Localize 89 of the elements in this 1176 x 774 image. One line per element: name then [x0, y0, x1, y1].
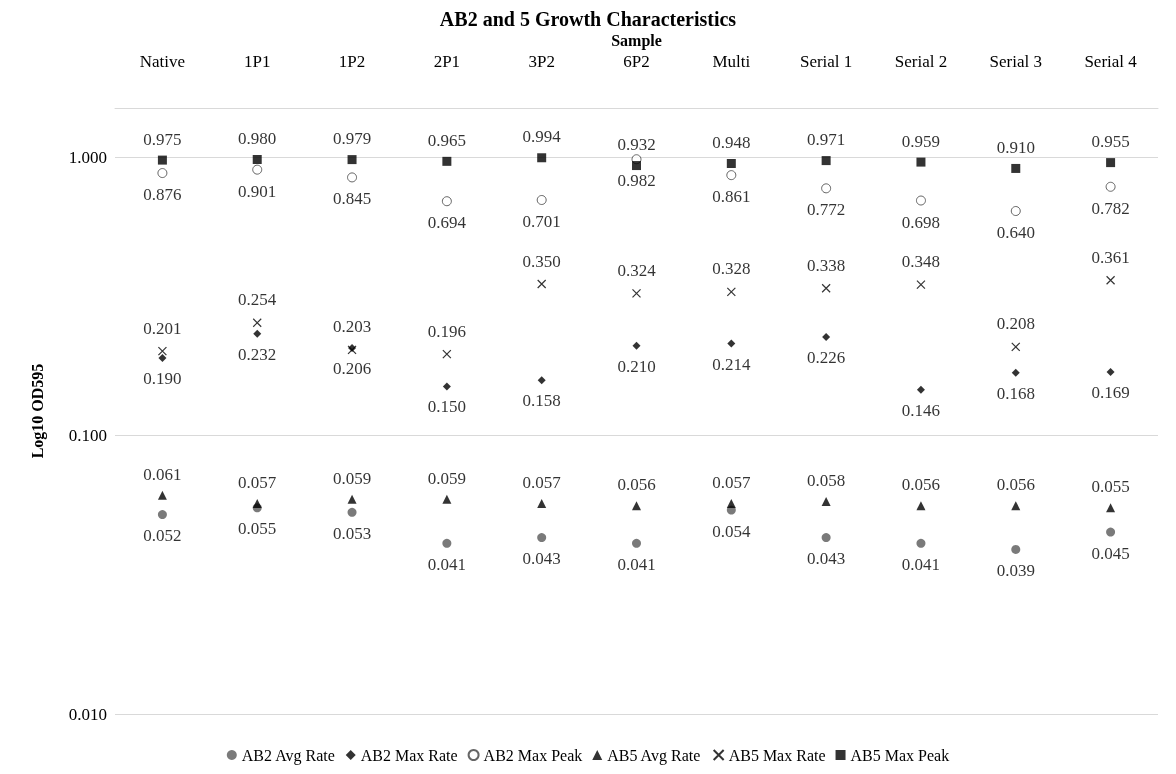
data-label: 0.041 [901, 554, 941, 574]
data-label: 0.901 [238, 181, 277, 201]
data-label: 0.190 [143, 368, 182, 388]
data-label: 0.338 [807, 255, 846, 275]
data-label: 0.055 [1091, 477, 1130, 497]
chart-title: AB2 and 5 Growth Characteristics [439, 8, 737, 30]
data-label: 0.876 [143, 185, 182, 205]
x-tick-label: Native [139, 52, 186, 71]
data-label: 0.324 [617, 260, 657, 280]
data-label: 0.058 [807, 470, 846, 490]
x-tick-label: 2P1 [433, 52, 461, 71]
data-label: 0.057 [238, 473, 277, 492]
data-label: 0.054 [712, 521, 751, 541]
data-label: 0.201 [143, 318, 182, 338]
x-tick-label: Multi [712, 52, 751, 71]
data-label: 0.055 [238, 519, 277, 539]
x-tick-label: 1P1 [243, 52, 271, 71]
data-label: 0.146 [901, 400, 941, 420]
data-label: 0.772 [807, 200, 846, 220]
data-label: 0.226 [807, 347, 846, 367]
legend-label: AB5 Avg Rate [607, 746, 701, 765]
data-label: 0.955 [1091, 132, 1130, 152]
x-tick-label: 6P2 [623, 52, 650, 71]
data-label: 0.203 [332, 317, 372, 337]
data-label: 0.782 [1091, 198, 1130, 218]
data-label: 0.041 [617, 554, 656, 574]
data-label: 0.052 [143, 526, 182, 546]
y-tick-label: 1.000 [68, 147, 107, 167]
legend-label: AB2 Max Peak [483, 746, 583, 764]
y-axis-title: Log10 OD595 [28, 363, 47, 459]
data-label: 0.845 [332, 189, 372, 209]
y-tick-label: 0.010 [68, 704, 107, 724]
data-label: 0.168 [996, 383, 1035, 403]
data-label: 0.694 [427, 213, 467, 233]
x-tick-label: Serial 3 [989, 52, 1042, 71]
data-label: 0.348 [901, 252, 941, 272]
data-label: 0.043 [807, 549, 846, 569]
data-label: 0.932 [617, 135, 656, 155]
data-label: 0.053 [332, 523, 372, 543]
data-label: 0.640 [996, 223, 1035, 243]
data-label: 0.057 [522, 473, 562, 492]
data-label: 0.056 [617, 475, 656, 495]
data-label: 0.039 [996, 560, 1035, 580]
data-label: 0.701 [522, 212, 561, 231]
data-label: 0.057 [712, 473, 751, 492]
x-tick-label: Serial 4 [1084, 52, 1138, 71]
data-label: 0.041 [427, 554, 466, 574]
legend-label: AB5 Max Rate [728, 746, 826, 764]
data-label: 0.158 [522, 391, 561, 411]
data-label: 0.328 [712, 259, 751, 279]
data-label: 0.150 [427, 397, 466, 417]
data-label: 0.254 [238, 290, 277, 310]
data-label: 0.056 [996, 475, 1035, 495]
x-tick-label: 3P2 [528, 52, 555, 71]
data-label: 0.975 [143, 129, 182, 149]
data-label: 0.210 [617, 356, 656, 376]
data-label: 0.214 [712, 354, 751, 374]
legend-label: AB2 Max Rate [360, 746, 458, 764]
data-label: 0.948 [712, 133, 751, 152]
data-label: 0.169 [1091, 383, 1130, 403]
x-tick-label: 1P2 [338, 52, 366, 71]
data-label: 0.910 [996, 137, 1035, 157]
data-label: 0.698 [901, 212, 941, 232]
data-label: 0.959 [901, 131, 941, 151]
data-label: 0.982 [617, 171, 656, 191]
data-label: 0.965 [427, 130, 466, 150]
data-label: 0.861 [712, 187, 751, 207]
data-label: 0.232 [238, 344, 277, 364]
data-label: 0.196 [427, 321, 466, 341]
data-label: 0.980 [238, 128, 277, 148]
x-tick-label: Serial 1 [799, 52, 853, 71]
data-label: 0.994 [522, 127, 562, 147]
data-label: 0.208 [996, 314, 1035, 334]
data-label: 0.979 [332, 129, 372, 149]
data-label: 0.350 [522, 251, 561, 271]
data-label: 0.059 [332, 468, 372, 488]
data-label: 0.061 [143, 464, 182, 484]
legend-label: AB5 Max Peak [850, 746, 950, 764]
legend-label: AB2 Avg Rate [241, 746, 335, 765]
y-tick-label: 0.100 [68, 426, 107, 446]
x-tick-label: Serial 2 [894, 52, 948, 71]
data-label: 0.206 [332, 359, 372, 379]
data-label: 0.045 [1091, 543, 1130, 563]
x-axis-title: Sample [611, 31, 662, 50]
data-label: 0.361 [1091, 247, 1130, 267]
data-label: 0.971 [807, 130, 846, 150]
data-label: 0.043 [522, 549, 561, 569]
data-label: 0.059 [427, 468, 466, 488]
data-label: 0.056 [901, 475, 941, 495]
